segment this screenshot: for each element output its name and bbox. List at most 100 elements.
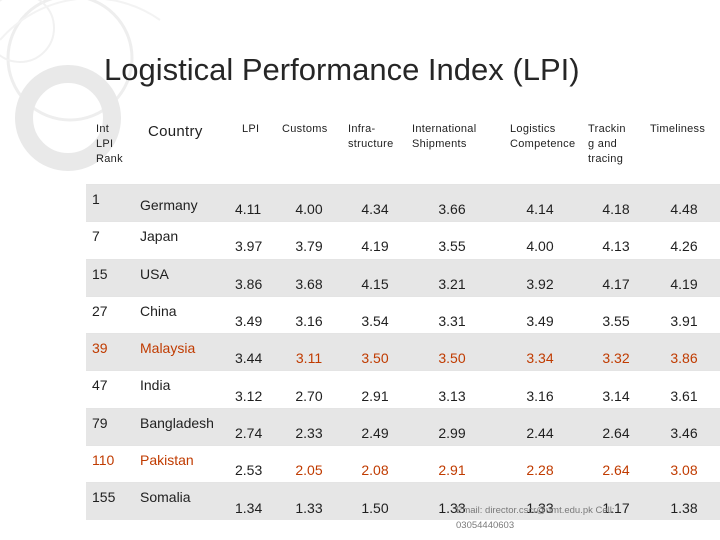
page-title: Logistical Performance Index (LPI) (104, 52, 580, 87)
cell-customs: 3.68 (276, 258, 342, 297)
cell-shipments: 3.31 (408, 295, 496, 334)
lpi-table-container: Int LPI Rank Country LPI Customs Infra-str… (86, 114, 720, 521)
table-row: 47 India 3.12 2.70 2.91 3.13 3.16 3.14 3.61 (86, 370, 720, 409)
cell-country: Pakistan (136, 445, 232, 483)
cell-rank: 15 (86, 258, 136, 297)
cell-customs: 3.11 (276, 333, 342, 371)
cell-shipments: 3.55 (408, 221, 496, 260)
cell-customs: 2.05 (276, 445, 342, 483)
cell-shipments: 1.33 (408, 482, 496, 521)
cell-tracking: 2.64 (584, 407, 648, 446)
cell-timeliness: 3.08 (648, 445, 720, 483)
cell-country: USA (136, 258, 232, 297)
cell-competence: 3.16 (496, 370, 584, 409)
cell-infrastructure: 4.15 (342, 258, 408, 297)
cell-competence: 3.34 (496, 333, 584, 371)
header-row: Int LPI Rank Country LPI Customs Infra-str… (86, 114, 720, 185)
lpi-table: Int LPI Rank Country LPI Customs Infra-str… (86, 114, 720, 521)
cell-country: Somalia (136, 482, 232, 521)
cell-competence: 1.33 (496, 482, 584, 521)
table-row: 110 Pakistan 2.53 2.05 2.08 2.91 2.28 2.64 3.08 (86, 445, 720, 483)
cell-competence: 3.92 (496, 258, 584, 297)
cell-competence: 3.49 (496, 295, 584, 334)
header-competence: Logistics Competence (510, 123, 576, 150)
cell-lpi: 1.34 (232, 482, 276, 521)
cell-rank: 155 (86, 482, 136, 521)
cell-rank: 79 (86, 407, 136, 446)
cell-timeliness: 4.19 (648, 258, 720, 297)
table-row: 155 Somalia 1.34 1.33 1.50 1.33 1.33 1.17 1.38 (86, 482, 720, 521)
cell-customs: 2.70 (276, 370, 342, 409)
cell-shipments: 3.66 (408, 183, 496, 222)
cell-country: China (136, 295, 232, 334)
cell-timeliness: 3.86 (648, 333, 720, 371)
cell-rank: 39 (86, 333, 136, 371)
footer-cell-line: 03054440603 (456, 520, 515, 531)
header-lpi: LPI (242, 123, 260, 135)
cell-tracking: 4.13 (584, 221, 648, 260)
cell-tracking: 3.32 (584, 333, 648, 371)
header-shipments: International Shipments (412, 123, 477, 150)
cell-lpi: 4.11 (232, 183, 276, 222)
table-row: 39 Malaysia 3.44 3.11 3.50 3.50 3.34 3.32 3.86 (86, 333, 720, 371)
cell-shipments: 3.13 (408, 370, 496, 409)
cell-rank: 47 (86, 370, 136, 409)
header-country: Country (148, 123, 203, 140)
cell-infrastructure: 4.34 (342, 183, 408, 222)
cell-lpi: 3.44 (232, 333, 276, 371)
cell-customs: 2.33 (276, 407, 342, 446)
contact-footer: Email: director.cscr@umt.edu.pk Cell: 03… (456, 503, 696, 533)
cell-rank: 110 (86, 445, 136, 483)
cell-lpi: 3.12 (232, 370, 276, 409)
cell-competence: 2.44 (496, 407, 584, 446)
cell-infrastructure: 3.50 (342, 333, 408, 371)
cell-shipments: 2.99 (408, 407, 496, 446)
cell-country: Japan (136, 221, 232, 260)
cell-customs: 3.16 (276, 295, 342, 334)
cell-timeliness: 1.38 (648, 482, 720, 521)
cell-rank: 1 (86, 183, 136, 222)
cell-tracking: 3.55 (584, 295, 648, 334)
cell-tracking: 2.64 (584, 445, 648, 483)
cell-competence: 2.28 (496, 445, 584, 483)
cell-infrastructure: 1.50 (342, 482, 408, 521)
cell-infrastructure: 2.08 (342, 445, 408, 483)
cell-tracking: 3.14 (584, 370, 648, 409)
cell-timeliness: 4.48 (648, 183, 720, 222)
header-timeliness: Timeliness (650, 123, 706, 135)
cell-tracking: 4.17 (584, 258, 648, 297)
header-tracking: Trackin g and tracing (588, 123, 626, 165)
cell-timeliness: 3.91 (648, 295, 720, 334)
table-row: 27 China 3.49 3.16 3.54 3.31 3.49 3.55 3.91 (86, 295, 720, 334)
cell-timeliness: 3.46 (648, 407, 720, 446)
header-customs: Customs (282, 123, 328, 135)
header-rank: Int LPI Rank (96, 123, 123, 165)
cell-lpi: 2.74 (232, 407, 276, 446)
cell-competence: 4.14 (496, 183, 584, 222)
table-row: 79 Bangladesh 2.74 2.33 2.49 2.99 2.44 2.64 3.46 (86, 407, 720, 446)
footer-email-line: Email: director.cscr@umt.edu.pk Cell: (456, 505, 615, 516)
cell-rank: 7 (86, 221, 136, 260)
cell-lpi: 3.86 (232, 258, 276, 297)
header-infrastructure: Infra-structure (348, 123, 394, 150)
cell-shipments: 3.21 (408, 258, 496, 297)
cell-lpi: 3.49 (232, 295, 276, 334)
cell-shipments: 3.50 (408, 333, 496, 371)
cell-lpi: 2.53 (232, 445, 276, 483)
cell-rank: 27 (86, 295, 136, 334)
cell-country: India (136, 370, 232, 409)
cell-infrastructure: 2.91 (342, 370, 408, 409)
cell-timeliness: 4.26 (648, 221, 720, 260)
cell-country: Malaysia (136, 333, 232, 371)
cell-competence: 4.00 (496, 221, 584, 260)
table-row: 1 Germany 4.11 4.00 4.34 3.66 4.14 4.18 4.48 (86, 183, 720, 222)
cell-customs: 3.79 (276, 221, 342, 260)
cell-customs: 4.00 (276, 183, 342, 222)
cell-country: Germany (136, 183, 232, 222)
cell-timeliness: 3.61 (648, 370, 720, 409)
table-row: 7 Japan 3.97 3.79 4.19 3.55 4.00 4.13 4.26 (86, 221, 720, 260)
cell-country: Bangladesh (136, 407, 232, 446)
cell-customs: 1.33 (276, 482, 342, 521)
cell-infrastructure: 2.49 (342, 407, 408, 446)
cell-infrastructure: 4.19 (342, 221, 408, 260)
